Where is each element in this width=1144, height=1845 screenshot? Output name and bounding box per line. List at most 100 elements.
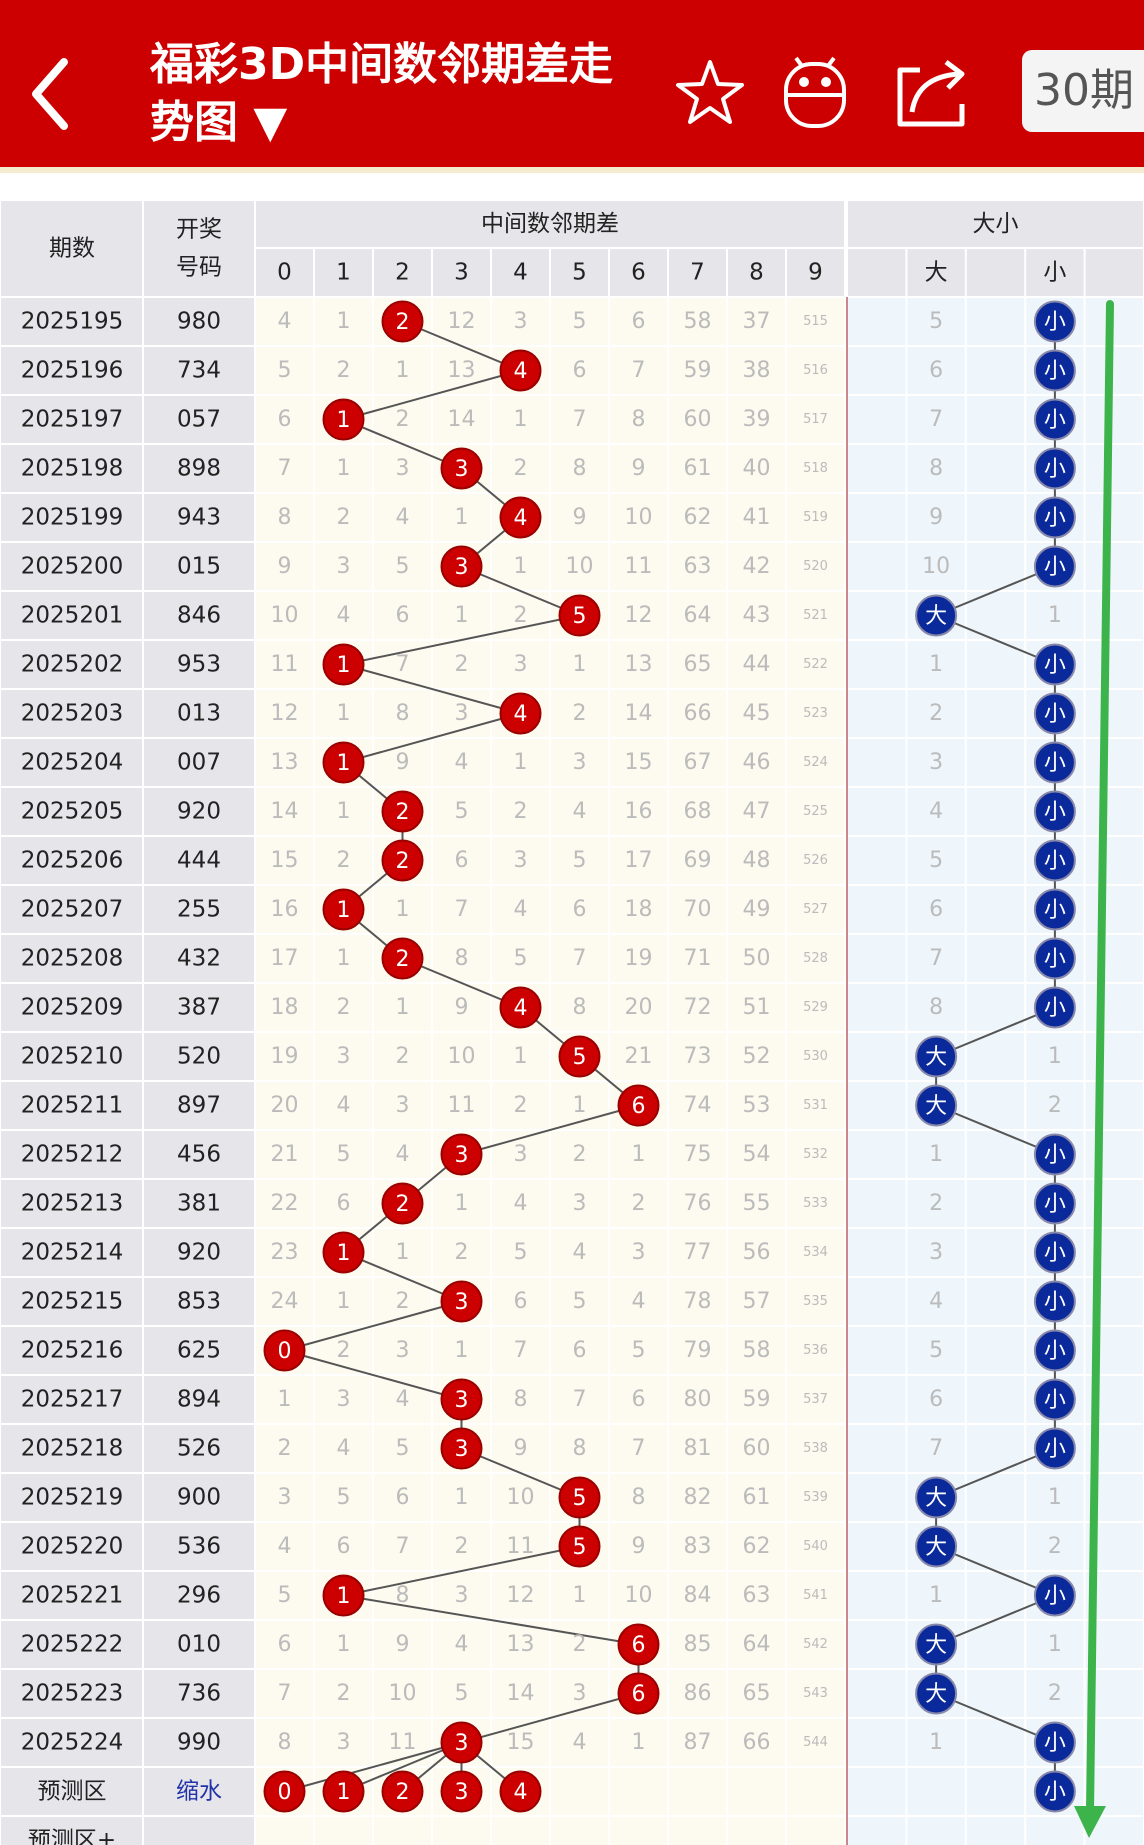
draw-number: 387 [177,995,221,1021]
cell [1,1082,142,1129]
ball [1033,496,1076,539]
cell [787,690,844,737]
cell [374,249,431,296]
ball-label: 小 [1044,1388,1066,1413]
omission: 4 [396,1142,410,1167]
cell [1085,1719,1143,1766]
cell [374,592,431,639]
cell [551,396,608,443]
cell [256,1376,313,1423]
omission: 1 [337,1289,351,1314]
cell [787,1719,844,1766]
omission: 518 [803,461,828,476]
omission: 15 [507,1730,535,1755]
cell [728,1670,785,1717]
omission: 54 [743,1142,771,1167]
cell [610,298,667,345]
ball [915,1084,958,1127]
ball-label: 1 [337,1780,351,1805]
cell [966,445,1025,492]
cell [907,1131,965,1178]
issue: 2025221 [21,1583,123,1609]
cell [848,445,906,492]
cell [907,1425,965,1472]
cell [256,935,313,982]
cell [433,1229,490,1276]
cell [433,1033,490,1080]
omission: 14 [625,701,653,726]
omission: 84 [684,1583,712,1608]
period-button[interactable]: 30期 [1022,50,1144,132]
draw-number: 943 [177,505,221,531]
omission: 1 [1048,1485,1062,1510]
omission: 8 [514,1387,528,1412]
cell [374,886,431,933]
cell [669,1572,726,1619]
page-title[interactable]: 福彩3D中间数邻期差走势图 ▼ [150,39,614,148]
cell [728,1082,785,1129]
trend-line [284,1349,462,1401]
omission: 9 [396,750,410,775]
omission: 8 [929,456,943,481]
cell [144,641,254,688]
cell [610,1572,667,1619]
omission: 8 [396,1583,410,1608]
cell [551,1180,608,1227]
issue: 2025210 [21,1044,123,1070]
cell [144,1180,254,1227]
omission: 2 [514,603,528,628]
trend-line [343,418,462,470]
cell [492,298,549,345]
cell [669,1719,726,1766]
cell [256,788,313,835]
cell [787,347,844,394]
back-button[interactable] [32,58,68,130]
omission: 1 [573,1583,587,1608]
omission: 7 [396,1534,410,1559]
omission: 517 [803,412,828,427]
draw-number: 846 [177,603,221,629]
omission: 5 [929,309,943,334]
cell [492,1817,549,1845]
favorite-icon[interactable] [676,60,744,124]
cell [433,886,490,933]
cell [551,543,608,590]
cell [907,1229,965,1276]
cell [492,641,549,688]
ball [499,1770,542,1813]
ball-label: 3 [455,555,469,580]
cell [256,445,313,492]
omission: 12 [271,701,299,726]
ball [1033,986,1076,1029]
cell [1085,837,1143,884]
cell [787,1670,844,1717]
omission: 8 [278,1730,292,1755]
cell [787,1033,844,1080]
omission: 44 [743,652,771,677]
cell [144,1474,254,1521]
ball-label: 5 [573,1486,587,1511]
omission: 7 [514,1338,528,1363]
android-icon[interactable] [784,56,846,128]
header-number: 号码 [176,255,222,281]
omission: 8 [455,946,469,971]
ball-label: 小 [1044,898,1066,923]
omission: 48 [743,848,771,873]
omission: 22 [271,1191,299,1216]
omission: 3 [396,1093,410,1118]
cell [256,1082,313,1129]
trend-line [935,1594,1056,1646]
cell [610,1180,667,1227]
ball [1033,692,1076,735]
cell [966,886,1025,933]
cell [256,690,313,737]
omission: 11 [271,652,299,677]
cell [1085,298,1143,345]
omission: 56 [743,1240,771,1265]
ball [499,349,542,392]
share-icon[interactable] [897,60,965,127]
cell [966,1376,1025,1423]
cell [848,249,906,296]
cell [669,396,726,443]
omission: 49 [743,897,771,922]
